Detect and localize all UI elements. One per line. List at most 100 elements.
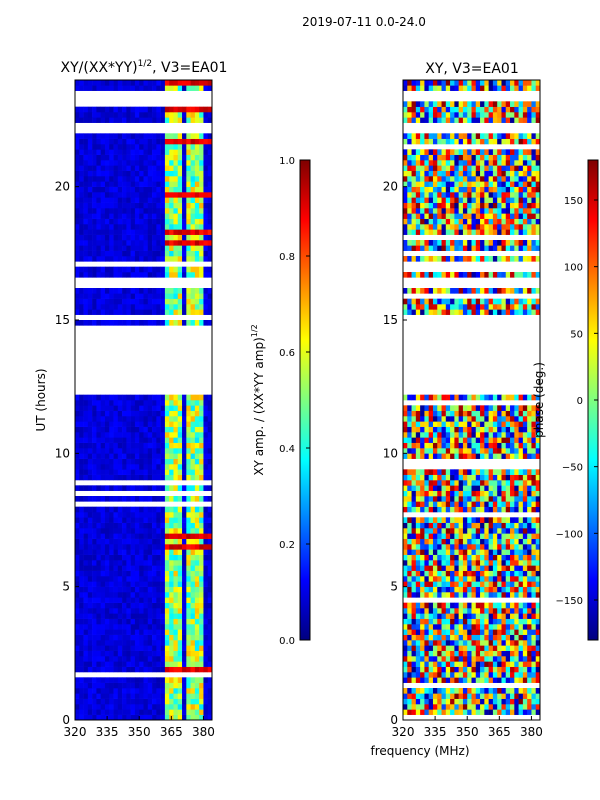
heatmap-cell — [424, 704, 429, 710]
heatmap-cell — [484, 288, 489, 294]
heatmap-cell — [173, 592, 179, 598]
heatmap-cell — [156, 144, 161, 150]
heatmap-cell — [199, 640, 204, 646]
heatmap-cell — [169, 416, 174, 422]
heatmap-cell — [186, 320, 191, 326]
heatmap-cell — [475, 693, 481, 699]
heatmap-cell — [445, 442, 451, 449]
heatmap-cell — [194, 186, 200, 193]
heatmap-cell — [207, 549, 213, 555]
heatmap-cell — [471, 485, 477, 491]
heatmap-cell — [143, 288, 149, 294]
heatmap-cell — [83, 704, 89, 710]
heatmap-cell — [420, 437, 425, 443]
heatmap-cell — [501, 421, 507, 427]
heatmap-cell — [160, 224, 166, 230]
heatmap-cell — [475, 474, 481, 481]
heatmap-cell — [467, 560, 472, 566]
heatmap-cell — [203, 602, 209, 609]
heatmap-cell — [87, 144, 93, 150]
heatmap-cell — [147, 250, 153, 257]
heatmap-cell — [441, 677, 447, 683]
heatmap-cell — [420, 677, 425, 683]
heatmap-cell — [96, 640, 101, 646]
heatmap-cell — [437, 522, 442, 529]
heatmap-cell — [79, 693, 84, 699]
heatmap-cell — [458, 528, 464, 534]
heatmap-cell — [164, 320, 170, 326]
heatmap-cell — [83, 602, 89, 609]
heatmap-cell — [173, 474, 179, 481]
heatmap-cell — [475, 661, 481, 667]
heatmap-cell — [199, 197, 204, 203]
heatmap-cell — [117, 666, 123, 673]
heatmap-cell — [411, 416, 417, 422]
heatmap-cell — [139, 293, 144, 299]
heatmap-cell — [164, 640, 170, 646]
heatmap-cell — [160, 293, 166, 299]
heatmap-cell — [156, 437, 161, 443]
heatmap-cell — [126, 192, 131, 198]
heatmap-cell — [117, 442, 123, 449]
heatmap-cell — [467, 613, 472, 619]
heatmap-cell — [194, 229, 200, 235]
heatmap-cell — [160, 602, 166, 609]
heatmap-cell — [130, 106, 136, 113]
heatmap-cell — [462, 469, 468, 475]
heatmap-cell — [203, 304, 209, 310]
heatmap-cell — [113, 469, 119, 475]
heatmap-cell — [484, 485, 489, 491]
heatmap-cell — [407, 496, 412, 502]
heatmap-cell — [177, 304, 183, 310]
heatmap-cell — [186, 640, 191, 646]
heatmap-cell — [428, 661, 434, 667]
heatmap-cell — [156, 517, 161, 523]
colorbar-amplitude-label: XY amp. / (XX*YY amp)1/2 — [250, 324, 266, 475]
heatmap-cell — [134, 714, 140, 721]
heatmap-cell — [407, 549, 412, 555]
heatmap-cell — [471, 645, 477, 651]
heatmap-cell — [117, 197, 123, 203]
heatmap-cell — [497, 661, 502, 667]
heatmap-cell — [407, 533, 412, 539]
heatmap-cell — [100, 698, 106, 705]
heatmap-cell — [403, 650, 408, 657]
heatmap-cell — [480, 490, 485, 497]
heatmap-cell — [164, 432, 170, 438]
heatmap-cell — [113, 192, 119, 198]
heatmap-cell — [122, 309, 127, 315]
heatmap-cell — [432, 533, 438, 539]
heatmap-cell — [75, 138, 80, 145]
heatmap-cell — [415, 613, 421, 619]
heatmap-cell — [152, 549, 157, 555]
heatmap-cell — [100, 485, 106, 491]
heatmap-cell — [156, 618, 161, 625]
heatmap-cell — [100, 298, 106, 305]
heatmap-cell — [117, 597, 123, 603]
heatmap-cell — [109, 666, 114, 673]
heatmap-cell — [109, 554, 114, 561]
heatmap-cell — [169, 432, 174, 438]
heatmap-cell — [160, 650, 166, 657]
heatmap-cell — [134, 218, 140, 225]
heatmap-cell — [480, 709, 485, 715]
heatmap-cell — [156, 634, 161, 641]
heatmap-cell — [531, 650, 537, 657]
heatmap-cell — [122, 298, 127, 305]
heatmap-cell — [199, 650, 204, 657]
heatmap-cell — [104, 618, 110, 625]
heatmap-cell — [186, 666, 191, 673]
heatmap-cell — [531, 272, 537, 278]
heatmap-cell — [109, 565, 114, 571]
heatmap-cell — [475, 288, 481, 294]
heatmap-cell — [134, 485, 140, 491]
heatmap-cell — [143, 192, 149, 198]
heatmap-cell — [497, 570, 502, 577]
heatmap-cell — [420, 533, 425, 539]
heatmap-cell — [177, 688, 183, 694]
heatmap-cell — [109, 197, 114, 203]
heatmap-cell — [207, 80, 213, 86]
heatmap-cell — [147, 528, 153, 534]
heatmap-cell — [454, 528, 459, 534]
heatmap-cell — [186, 512, 191, 518]
